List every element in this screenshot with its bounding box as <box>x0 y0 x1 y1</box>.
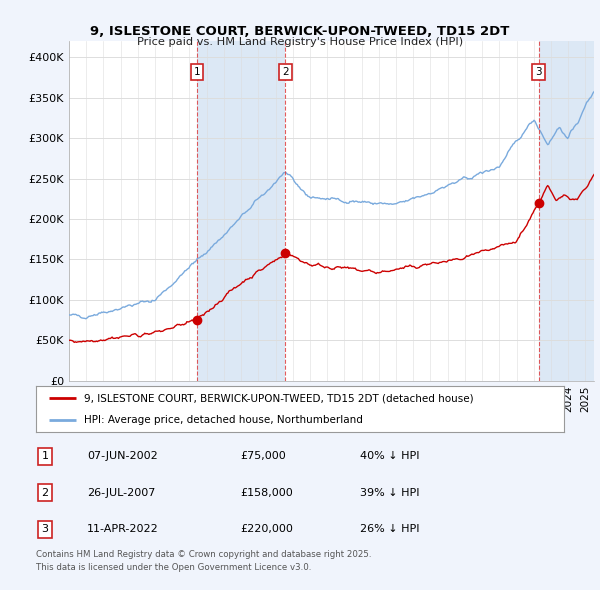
Text: 26-JUL-2007: 26-JUL-2007 <box>87 488 155 497</box>
Text: 9, ISLESTONE COURT, BERWICK-UPON-TWEED, TD15 2DT (detached house): 9, ISLESTONE COURT, BERWICK-UPON-TWEED, … <box>83 394 473 404</box>
Text: 1: 1 <box>194 67 200 77</box>
Text: Contains HM Land Registry data © Crown copyright and database right 2025.: Contains HM Land Registry data © Crown c… <box>36 550 371 559</box>
Text: 2: 2 <box>282 67 289 77</box>
Bar <box>539 41 594 381</box>
Text: £158,000: £158,000 <box>240 488 293 497</box>
Text: 1: 1 <box>41 451 49 461</box>
Text: 3: 3 <box>41 525 49 534</box>
Text: 11-APR-2022: 11-APR-2022 <box>87 525 159 534</box>
Text: £220,000: £220,000 <box>240 525 293 534</box>
Text: HPI: Average price, detached house, Northumberland: HPI: Average price, detached house, Nort… <box>83 415 362 425</box>
Bar <box>197 41 286 381</box>
Text: 39% ↓ HPI: 39% ↓ HPI <box>360 488 419 497</box>
Text: 3: 3 <box>535 67 542 77</box>
Text: 26% ↓ HPI: 26% ↓ HPI <box>360 525 419 534</box>
Text: 9, ISLESTONE COURT, BERWICK-UPON-TWEED, TD15 2DT: 9, ISLESTONE COURT, BERWICK-UPON-TWEED, … <box>91 25 509 38</box>
Text: 40% ↓ HPI: 40% ↓ HPI <box>360 451 419 461</box>
Text: 2: 2 <box>41 488 49 497</box>
Text: £75,000: £75,000 <box>240 451 286 461</box>
Text: 07-JUN-2002: 07-JUN-2002 <box>87 451 158 461</box>
Text: Price paid vs. HM Land Registry's House Price Index (HPI): Price paid vs. HM Land Registry's House … <box>137 37 463 47</box>
Text: This data is licensed under the Open Government Licence v3.0.: This data is licensed under the Open Gov… <box>36 563 311 572</box>
